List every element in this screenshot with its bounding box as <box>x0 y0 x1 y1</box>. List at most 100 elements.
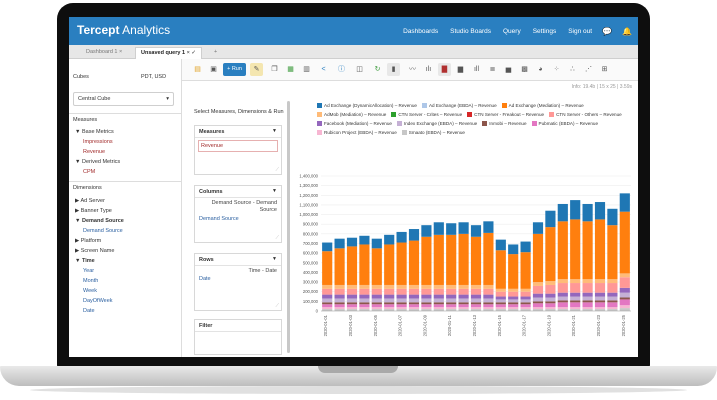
brand-logo[interactable]: Tercept Analytics <box>77 23 171 37</box>
chart-toggle-icon[interactable]: ▮ <box>387 63 400 76</box>
add-tab-button[interactable]: + <box>214 49 218 55</box>
legend-item[interactable]: AdMob (Mediation) – Revenue <box>317 112 386 117</box>
chart-type-area-icon[interactable]: ılı <box>425 66 432 73</box>
bar-segment <box>570 302 581 308</box>
tree-screen-name[interactable]: ▶ Screen Name <box>75 248 115 254</box>
tab-unsaved-query[interactable]: Unsaved query 1 × ✓ <box>135 47 202 59</box>
share-icon[interactable]: < <box>321 66 326 73</box>
bar-segment <box>371 309 382 311</box>
builder-scrollbar[interactable] <box>287 101 290 353</box>
nav-query[interactable]: Query <box>503 27 521 35</box>
bar-segment <box>334 288 345 295</box>
tree-week[interactable]: Week <box>83 288 97 294</box>
open-folder-icon[interactable]: ▤ <box>194 66 201 73</box>
tab-dashboard-1[interactable]: Dashboard 1 × <box>86 49 123 55</box>
bar-segment <box>384 284 395 289</box>
nav-sign-out[interactable]: Sign out <box>568 27 593 35</box>
legend-item[interactable]: Index Exchange (EBDA) – Revenue <box>396 121 477 126</box>
tree-derived-metrics[interactable]: ▼ Derived Metrics <box>75 159 121 165</box>
tree-revenue[interactable]: Revenue <box>83 149 106 155</box>
bar-segment <box>322 307 333 310</box>
save-icon[interactable]: ▣ <box>210 66 217 73</box>
chart-type-tree-icon[interactable]: ⊞ <box>601 66 608 73</box>
column-chip-demand-source[interactable]: Demand Source <box>199 216 239 222</box>
rows-dropzone[interactable]: Rows ▼ Time - Date Date ⟋ <box>194 253 282 311</box>
chart-type-stacked-bar-icon[interactable]: ▇ <box>438 63 451 76</box>
legend-item[interactable]: Ad Exchange (EBDA) – Revenue <box>421 103 497 108</box>
tree-ad-server[interactable]: ▶ Ad Server <box>75 198 105 204</box>
legend-item[interactable]: Facebook (Mediation) – Revenue <box>317 121 392 126</box>
dropdown-caret-icon[interactable]: ▼ <box>272 188 277 194</box>
legend-item[interactable]: Smaato (EBDA) – Revenue <box>401 130 465 135</box>
columns-dropzone[interactable]: Columns ▼ Demand Source - Demand Source D… <box>194 185 282 243</box>
bar-segment <box>408 288 420 295</box>
legend-item[interactable]: Pubmatic (EBDA) – Revenue <box>531 121 598 126</box>
legend-item[interactable]: CTN Server - Others – Revenue <box>549 112 622 117</box>
chart-type-pie-icon[interactable]: ◕ <box>538 66 543 73</box>
tree-demand-source[interactable]: ▼ Demand Source <box>75 218 124 224</box>
resize-handle-icon[interactable]: ⟋ <box>275 167 279 173</box>
close-icon[interactable]: × <box>186 50 190 56</box>
tree-date[interactable]: Date <box>83 308 95 314</box>
legend-item[interactable]: Rubicon Project (EBDA) – Revenue <box>317 130 397 135</box>
layout-icon[interactable]: ▥ <box>303 66 310 73</box>
table-icon[interactable]: ▦ <box>287 66 294 73</box>
dropdown-caret-icon[interactable]: ▼ <box>272 128 277 134</box>
legend-item[interactable]: CTN Server - Crites – Revenue <box>391 112 462 117</box>
chart-type-grouped-bar-icon[interactable]: ıll <box>473 66 480 73</box>
tree-month[interactable]: Month <box>83 278 99 284</box>
run-button[interactable]: + Run <box>223 63 246 76</box>
chart-type-bar-icon[interactable]: ▆ <box>457 66 464 73</box>
bar-segment <box>384 244 395 285</box>
tree-cpm[interactable]: CPM <box>83 169 96 175</box>
filter-dropzone[interactable]: Filter <box>194 319 282 355</box>
tree-time[interactable]: ▼ Time <box>75 258 95 264</box>
tree-impressions[interactable]: Impressions <box>83 139 113 145</box>
bar-segment <box>619 193 630 212</box>
tree-year[interactable]: Year <box>83 268 95 274</box>
zoom-icon[interactable]: ◫ <box>356 66 363 73</box>
close-icon[interactable]: × <box>119 49 123 55</box>
tree-platform[interactable]: ▶ Platform <box>75 238 102 244</box>
resize-handle-icon[interactable]: ⟋ <box>275 235 279 241</box>
refresh-icon[interactable]: ↻ <box>374 66 381 73</box>
bar-segment <box>495 239 506 251</box>
chart-type-bubble-icon[interactable]: ∴ <box>570 66 575 73</box>
tree-banner-type[interactable]: ▶ Banner Type <box>75 208 112 214</box>
dropdown-caret-icon[interactable]: ▼ <box>272 256 277 262</box>
cube-select[interactable]: Central Cube ▾ <box>73 92 174 106</box>
info-icon[interactable]: ⓘ <box>338 66 345 73</box>
bar-segment <box>483 284 494 289</box>
bar-segment <box>396 242 407 285</box>
chart-type-line-icon[interactable]: 〰 <box>409 66 416 73</box>
auto-run-icon[interactable]: ✎ <box>250 63 263 76</box>
bar-segment <box>594 279 606 284</box>
legend-item[interactable]: Ad Exchange (DynamicAllocation) – Revenu… <box>317 103 417 108</box>
bar-segment <box>322 298 333 303</box>
copy-icon[interactable]: ❐ <box>271 66 278 73</box>
tree-base-metrics[interactable]: ▼ Base Metrics <box>75 129 114 135</box>
tree-dayofweek[interactable]: DayOfWeek <box>83 298 113 304</box>
row-chip-date[interactable]: Date <box>199 276 211 282</box>
chart-type-horizontal-bar-icon[interactable]: ≣ <box>489 66 496 73</box>
bar-segment <box>607 307 618 310</box>
measure-chip-revenue[interactable]: Revenue <box>198 140 278 152</box>
legend-item[interactable]: Ad Exchange (Mediation) – Revenue <box>501 103 584 108</box>
chart-type-column-icon[interactable]: ▅ <box>505 66 512 73</box>
legend-item[interactable]: Inmobi – Revenue <box>482 121 527 126</box>
resize-handle-icon[interactable]: ⟋ <box>275 303 279 309</box>
chart-type-scatter-icon[interactable]: ⁘ <box>553 66 560 73</box>
legend-item[interactable]: CTN Server - Freakout – Revenue <box>467 112 544 117</box>
nav-dashboards[interactable]: Dashboards <box>403 27 439 35</box>
chart-type-heatmap-icon[interactable]: ▩ <box>521 66 528 73</box>
bar-segment <box>607 283 618 293</box>
nav-studio-boards[interactable]: Studio Boards <box>450 27 491 35</box>
notification-bell-icon[interactable]: 🔔 <box>622 26 632 36</box>
bar-segment <box>557 203 568 222</box>
tree-demand-source-child[interactable]: Demand Source <box>83 228 123 234</box>
measures-dropzone[interactable]: Measures ▼ Revenue ⟋ <box>194 125 282 175</box>
chart-type-dots-icon[interactable]: ⋰ <box>585 66 592 73</box>
nav-settings[interactable]: Settings <box>532 27 557 35</box>
check-icon[interactable]: ✓ <box>191 50 196 56</box>
chat-icon[interactable]: 💬 <box>602 26 613 36</box>
